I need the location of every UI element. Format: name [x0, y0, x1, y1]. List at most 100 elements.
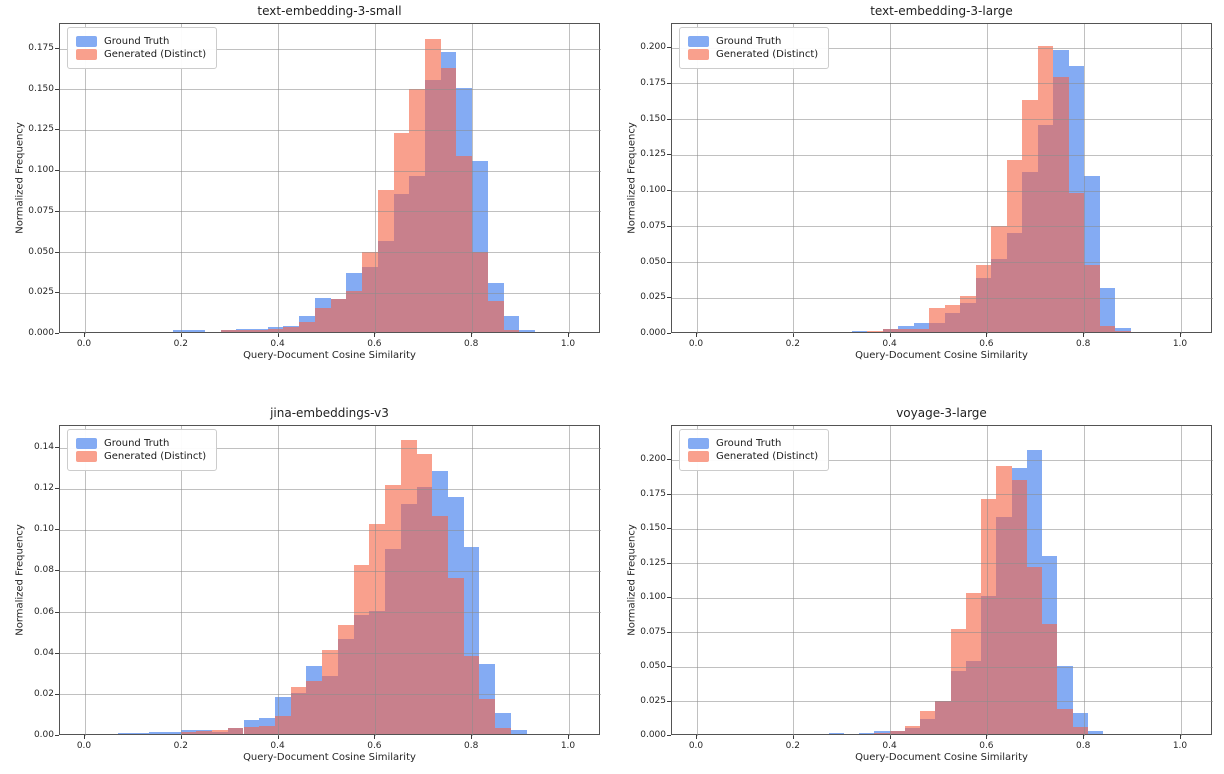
hist-bar	[236, 328, 252, 332]
hist-bar	[889, 731, 905, 734]
y-tick-label: 0.12	[33, 483, 54, 494]
hist-bar-overlap	[898, 329, 914, 332]
legend: Ground Truth Generated (Distinct)	[67, 429, 218, 471]
y-tick-label: 0.075	[28, 205, 54, 216]
hist-bar	[299, 315, 315, 332]
x-tickmark	[792, 333, 794, 337]
x-tickmark	[986, 333, 988, 337]
y-gridline	[672, 563, 1213, 565]
hist-bar	[965, 593, 982, 734]
y-tickmark	[667, 225, 671, 227]
hist-bar-overlap	[929, 323, 945, 332]
y-gridline	[672, 632, 1213, 634]
hist-bar-generated	[1022, 100, 1038, 172]
x-tick-label: 0.0	[688, 741, 704, 751]
hist-bar-overlap	[1011, 480, 1027, 734]
hist-bar-ground-truth	[306, 666, 323, 681]
y-axis-label: Normalized Frequency	[626, 122, 638, 234]
hist-bar-ground-truth	[495, 713, 511, 728]
x-tickmark	[180, 333, 182, 337]
hist-bar-overlap	[227, 727, 244, 734]
x-tick-label: 1.0	[1172, 339, 1188, 349]
hist-bar-generated	[409, 89, 425, 176]
x-tick-label: 0.0	[76, 339, 92, 349]
y-tickmark	[55, 333, 59, 334]
hist-bar-overlap	[1072, 727, 1088, 734]
y-tick-label: 0.02	[33, 688, 54, 699]
hist-bar-overlap	[283, 327, 300, 332]
hist-bar	[950, 629, 966, 734]
y-tickmark	[667, 631, 671, 633]
hist-bar-overlap	[503, 330, 520, 332]
y-tickmark	[55, 570, 59, 572]
y-gridline	[672, 47, 1213, 49]
y-tickmark	[667, 261, 671, 263]
x-gridline	[696, 426, 698, 736]
hist-bar	[322, 649, 338, 734]
x-tickmark	[1180, 333, 1181, 337]
hist-bar	[904, 725, 921, 734]
hist-bar	[400, 439, 417, 734]
x-gridline	[1083, 24, 1085, 334]
hist-bar	[851, 330, 868, 332]
plot-area	[671, 425, 1213, 736]
hist-bar-overlap	[180, 731, 197, 734]
hist-bar	[164, 731, 181, 734]
y-tickmark	[667, 562, 671, 564]
legend-item: Generated (Distinct)	[76, 49, 206, 60]
hist-bar-generated	[950, 629, 966, 671]
x-gridline	[890, 24, 892, 334]
hist-bar-generated	[393, 133, 410, 194]
x-tick-label: 0.4	[270, 741, 285, 751]
legend-swatch-generated	[688, 451, 709, 462]
legend: Ground Truth Generated (Distinct)	[679, 27, 830, 69]
legend-label: Ground Truth	[716, 36, 782, 47]
y-gridline	[60, 653, 601, 655]
y-tick-label: 0.125	[640, 149, 666, 160]
y-gridline	[672, 83, 1213, 85]
legend-item: Ground Truth	[688, 36, 818, 47]
x-gridline	[278, 426, 280, 736]
x-tickmark	[1180, 735, 1181, 739]
x-gridline	[1180, 426, 1182, 736]
hist-bar-overlap	[487, 301, 504, 332]
y-tickmark	[55, 735, 59, 736]
hist-bar	[981, 499, 997, 734]
y-tickmark	[667, 666, 671, 668]
x-tick-label: 0.8	[464, 741, 479, 751]
hist-bar-generated	[904, 725, 921, 729]
x-tick-label: 0.2	[173, 339, 188, 349]
hist-bar	[212, 729, 228, 734]
hist-bar	[1057, 666, 1073, 734]
y-tickmark	[667, 190, 671, 191]
y-gridline	[672, 297, 1213, 299]
y-gridline	[60, 252, 601, 254]
hist-bar	[196, 729, 213, 734]
hist-bar	[290, 686, 307, 734]
x-gridline	[374, 24, 376, 334]
hist-bar-ground-truth	[251, 328, 268, 331]
hist-bar-overlap	[874, 732, 890, 734]
x-tick-label: 0.6	[979, 339, 994, 349]
x-tick-label: 0.0	[688, 339, 704, 349]
x-gridline	[278, 24, 280, 334]
hist-bar-generated	[369, 524, 386, 611]
hist-bar-overlap	[479, 699, 496, 734]
y-tick-label: 0.075	[640, 220, 666, 231]
y-tick-label: 0.025	[640, 695, 666, 706]
hist-bar-generated	[981, 499, 997, 597]
hist-bar	[519, 330, 536, 332]
legend-item: Ground Truth	[688, 438, 818, 449]
hist-bar	[510, 729, 527, 734]
y-tick-label: 0.100	[28, 165, 54, 176]
y-tick-label: 0.075	[640, 626, 666, 637]
hist-bar-overlap	[1053, 77, 1069, 332]
y-tickmark	[55, 611, 59, 613]
y-gridline	[672, 190, 1213, 192]
hist-bar-overlap	[981, 596, 997, 734]
hist-bar-generated	[353, 565, 370, 615]
x-tickmark	[1083, 735, 1085, 739]
hist-bar-generated	[975, 264, 992, 278]
x-gridline	[471, 24, 473, 334]
y-tickmark	[667, 459, 671, 461]
